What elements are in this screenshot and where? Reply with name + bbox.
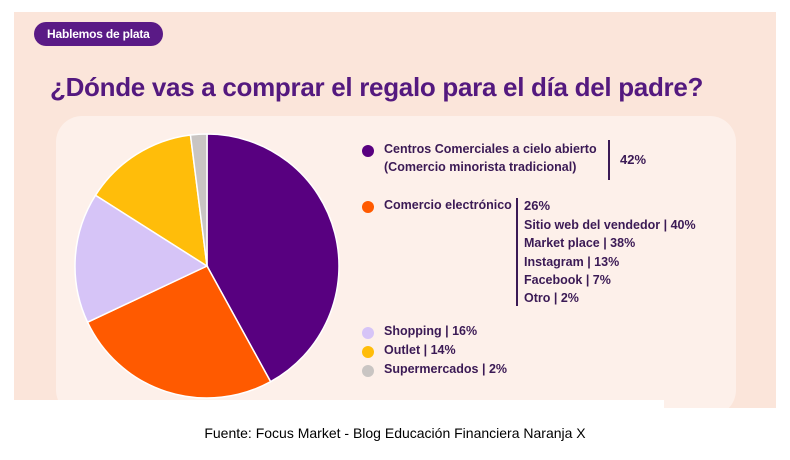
legend-divider-ecommerce <box>516 198 518 306</box>
legend-text-super: Supermercados <box>384 362 479 376</box>
pie-slice-centros <box>206 133 340 383</box>
pie-slice-supermercados <box>189 133 208 267</box>
legend-dot-super <box>362 365 374 377</box>
legend-label-shopping: Shopping | 16% <box>384 322 477 340</box>
ecommerce-sub-item: Sitio web del vendedor | 40% <box>524 218 696 232</box>
legend-text-outlet: Outlet <box>384 343 421 357</box>
ecommerce-sub-item: Facebook | 7% <box>524 273 611 287</box>
pie-chart <box>74 133 340 399</box>
legend-dot-centros <box>362 145 374 157</box>
legend-pct-shopping: | 16% <box>445 324 478 338</box>
ecommerce-sub-item: Instagram | 13% <box>524 255 620 269</box>
legend-label-centros-line1: Centros Comerciales a cielo abierto <box>384 142 597 156</box>
legend-pct-outlet: | 14% <box>423 343 456 357</box>
legend-dot-outlet <box>362 346 374 358</box>
legend-dot-shopping <box>362 327 374 339</box>
legend-divider-centros <box>608 140 610 180</box>
chart-title: ¿Dónde vas a comprar el regalo para el d… <box>50 72 704 102</box>
source-caption: Fuente: Focus Market - Blog Educación Fi… <box>204 425 586 441</box>
panel-bottom-strip <box>14 400 664 410</box>
infographic-panel: Hablemos de plata ¿Dónde vas a comprar e… <box>14 12 776 408</box>
pie-slice-ecommerce <box>86 265 272 399</box>
category-badge: Hablemos de plata <box>34 22 163 46</box>
legend-dot-ecommerce <box>362 201 374 213</box>
legend-label-outlet: Outlet | 14% <box>384 341 456 359</box>
ecommerce-sub-item: Otro | 2% <box>524 291 579 305</box>
legend-pct-super: | 2% <box>481 362 508 376</box>
pie-slice-shopping <box>74 194 209 324</box>
legend-label-ecommerce: Comercio electrónico <box>384 198 512 212</box>
legend-label-centros-line2: (Comercio minorista tradicional) <box>384 160 577 174</box>
legend-text-shopping: Shopping <box>384 324 442 338</box>
legend-label-super: Supermercados | 2% <box>384 360 507 378</box>
pie-slice-outlet <box>94 134 208 268</box>
ecommerce-sub-item: Market place | 38% <box>524 236 636 250</box>
legend-pct-ecommerce: 26% <box>524 198 551 213</box>
legend-pct-centros: 42% <box>620 152 647 167</box>
